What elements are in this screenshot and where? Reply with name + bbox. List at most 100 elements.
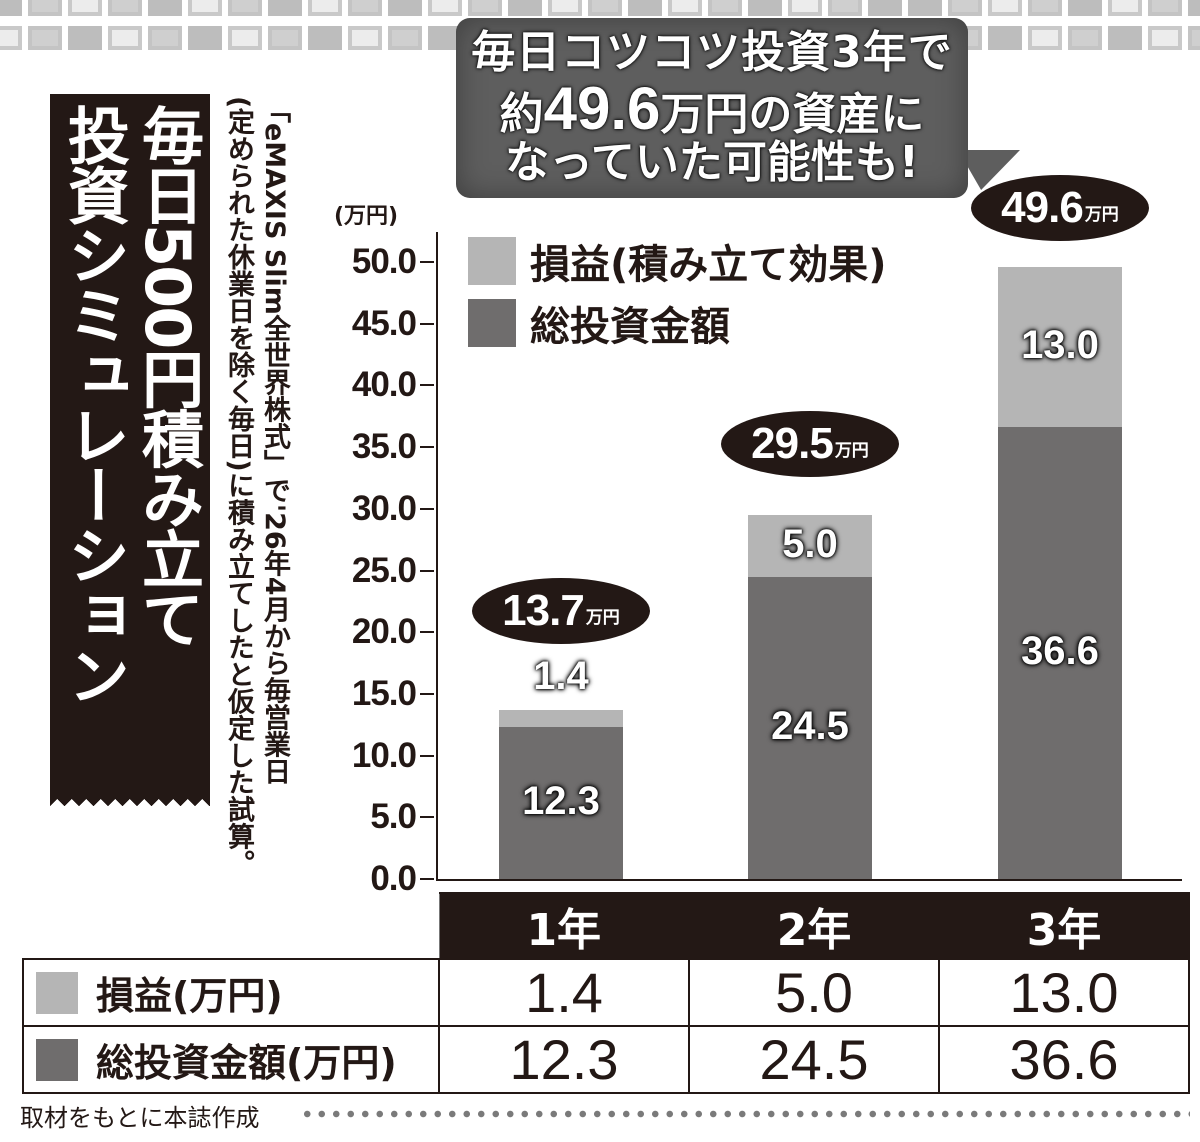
- table-row-label: 損益(万円): [22, 958, 440, 1027]
- bar-segment-gain: [998, 266, 1122, 428]
- y-axis-line: [436, 232, 438, 880]
- pattern-square: [308, 0, 342, 16]
- legend-item-base: 総投資金額: [468, 292, 887, 354]
- pattern-square: [148, 0, 182, 16]
- table-cell: 24.5: [688, 1025, 940, 1094]
- pattern-square: [188, 0, 222, 16]
- y-tick-mark: [420, 569, 434, 572]
- y-tick: 5.0: [338, 797, 434, 836]
- callout-amount: 49.6: [543, 74, 661, 142]
- bar-total-badge: 13.7 万円: [472, 577, 650, 644]
- pattern-square: [148, 26, 182, 50]
- pattern-square: [1108, 26, 1142, 50]
- bar-gain-label: 13.0: [1021, 323, 1099, 368]
- callout-prefix: 約: [499, 88, 544, 140]
- pattern-square: [228, 26, 262, 50]
- y-tick-mark: [420, 384, 434, 387]
- bar-gain-label: 1.4: [533, 653, 589, 698]
- bar-total-unit: 万円: [834, 441, 869, 462]
- y-tick-mark: [420, 322, 434, 325]
- y-tick-mark: [420, 692, 434, 695]
- pattern-square: [68, 0, 102, 16]
- bar-total-badge: 49.6 万円: [971, 174, 1149, 241]
- pattern-square: [1188, 26, 1200, 50]
- bar-total-value: 13.7: [502, 585, 585, 635]
- table-cell: 36.6: [938, 1025, 1190, 1094]
- table-header-year-1: 1年: [438, 892, 690, 960]
- pattern-square: [108, 26, 142, 50]
- y-tick-label: 5.0: [370, 797, 417, 837]
- pattern-square: [1028, 0, 1062, 16]
- table-row-gain: 損益(万円) 1.4 5.0 13.0: [22, 958, 1190, 1027]
- table-cell: 13.0: [938, 958, 1190, 1027]
- pattern-square: [788, 0, 822, 16]
- pattern-square: [268, 26, 302, 50]
- pattern-square: [1068, 26, 1102, 50]
- y-tick: 30.0: [338, 489, 434, 528]
- callout-line-2: 約49.6万円の資産に: [500, 77, 925, 140]
- bar-total-badge: 29.5 万円: [721, 410, 899, 477]
- title-line-1: 毎日500円積み立て: [131, 104, 204, 648]
- pattern-square: [948, 0, 982, 16]
- pattern-square: [988, 0, 1022, 16]
- pattern-square: [468, 0, 502, 16]
- pattern-square: [588, 0, 622, 16]
- title-banner: 毎日500円積み立て 投資シミュレーション: [50, 94, 210, 794]
- table-header-year-3: 3年: [938, 892, 1190, 960]
- y-tick: 0.0: [338, 859, 434, 898]
- table-corner: [23, 893, 439, 959]
- pattern-square: [28, 0, 62, 16]
- y-tick-label: 20.0: [351, 612, 417, 652]
- table-header-year-2: 2年: [688, 892, 940, 960]
- y-tick-label: 40.0: [351, 365, 417, 405]
- table-row-label: 総投資金額(万円): [22, 1025, 440, 1094]
- bar-total-unit: 万円: [585, 608, 620, 629]
- legend-swatch-gain: [468, 237, 516, 285]
- y-tick: 25.0: [338, 551, 434, 590]
- table-cell: 5.0: [688, 958, 940, 1027]
- y-tick: 35.0: [338, 427, 434, 466]
- bar-year-1: 1.4 12.3 13.7 万円: [472, 577, 650, 879]
- y-tick: 45.0: [338, 304, 434, 343]
- pattern-square: [868, 0, 902, 16]
- callout-suffix: 万円の資産に: [660, 88, 925, 140]
- pattern-square: [68, 26, 102, 50]
- pattern-square: [1148, 26, 1182, 50]
- y-tick-label: 25.0: [351, 550, 417, 590]
- y-tick-label: 10.0: [351, 735, 417, 775]
- y-tick-label: 0.0: [370, 859, 417, 898]
- callout-line-1: 毎日コツコツ投資3年で: [471, 27, 953, 79]
- table-row-label-text: 総投資金額(万円): [96, 1041, 397, 1085]
- pattern-square: [188, 26, 222, 50]
- x-axis-line: [436, 879, 1182, 881]
- pattern-square: [668, 0, 702, 16]
- headline-callout: 毎日コツコツ投資3年で 約49.6万円の資産に なっていた可能性も!: [456, 18, 968, 198]
- pattern-square: [1188, 0, 1200, 16]
- pattern-square: [228, 0, 262, 16]
- pattern-square: [108, 0, 142, 16]
- y-tick-mark: [420, 878, 434, 880]
- y-tick-mark: [420, 507, 434, 510]
- bar-year-3: 13.0 36.6 49.6 万円: [971, 174, 1149, 879]
- y-tick-mark: [420, 754, 434, 757]
- bar-segment-gain: [499, 709, 623, 728]
- y-tick-label: 30.0: [351, 488, 417, 528]
- assumption-note-line-1: 「eMAXIS Slim全世界株式」で'26年4月から毎営業日: [259, 96, 290, 785]
- bar-segment-base: [748, 576, 872, 879]
- pattern-square: [0, 0, 22, 16]
- pattern-square: [508, 0, 542, 16]
- pattern-square: [388, 0, 422, 16]
- y-tick: 50.0: [338, 242, 434, 281]
- bar-segment-base: [998, 427, 1122, 879]
- source-credit: 取材をもとに本誌作成: [20, 1104, 260, 1132]
- y-tick-label: 35.0: [351, 427, 417, 467]
- pattern-square: [308, 26, 342, 50]
- pattern-square: [548, 0, 582, 16]
- bar-year-2: 5.0 24.5 29.5 万円: [721, 410, 899, 879]
- y-tick: 15.0: [338, 674, 434, 713]
- bar-base-label: 12.3: [522, 779, 600, 824]
- bar-segment-gain: [748, 514, 872, 577]
- table-header-row: 1年 2年 3年: [23, 892, 1190, 960]
- pattern-square: [1148, 0, 1182, 16]
- pattern-square: [28, 26, 62, 50]
